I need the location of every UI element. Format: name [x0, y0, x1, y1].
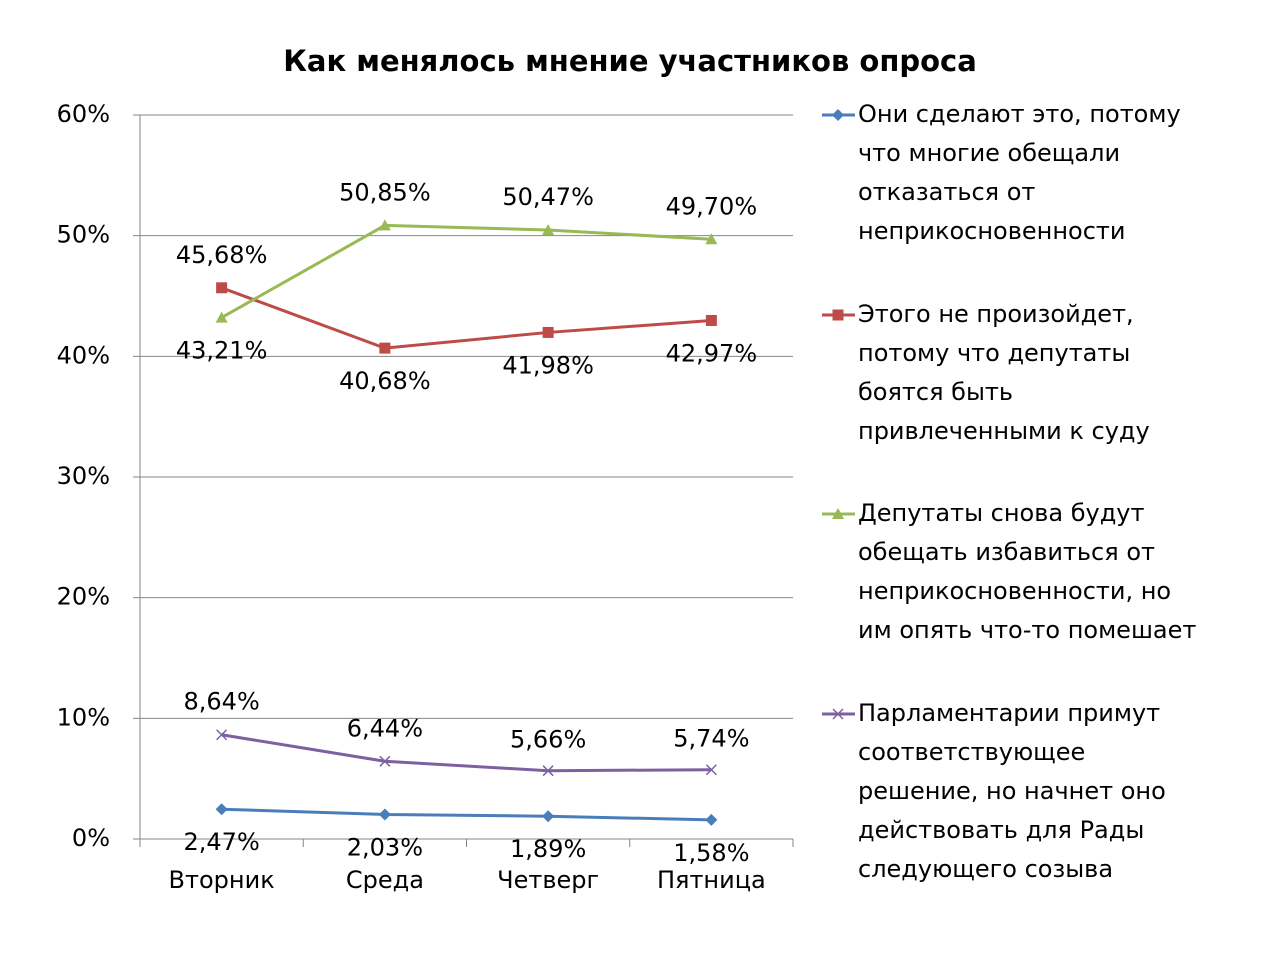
marker: [705, 314, 717, 326]
data-label: 41,98%: [502, 351, 594, 379]
data-label: 49,70%: [666, 192, 758, 220]
y-tick-label: 20%: [57, 583, 110, 611]
marker: [215, 803, 228, 816]
marker: [215, 311, 228, 323]
data-label: 6,44%: [347, 714, 423, 742]
y-tick-label: 50%: [57, 221, 110, 249]
data-label: 5,66%: [510, 726, 586, 754]
legend-label: Этого не произойдет, потому что депутаты…: [858, 300, 1150, 445]
data-label: 50,85%: [339, 178, 431, 206]
legend-marker: [832, 109, 844, 121]
chart-title: Как менялось мнение участников опроса: [283, 44, 977, 78]
series-line: [221, 733, 712, 773]
marker: [705, 813, 718, 826]
marker: [379, 755, 391, 767]
legend-marker: [832, 309, 844, 321]
legend-marker: [832, 508, 844, 519]
x-tick-label: Пятница: [657, 866, 766, 894]
y-tick-label: 10%: [57, 703, 110, 731]
y-tick-label: 40%: [57, 341, 110, 369]
data-label: 1,89%: [510, 835, 586, 863]
y-tick-label: 60%: [57, 100, 110, 128]
marker: [216, 729, 228, 741]
legend-label: Парламентарии примут соответствующее реш…: [858, 699, 1166, 883]
legend-label: Они сделают это, потому что многие обеща…: [858, 100, 1181, 245]
marker: [542, 326, 554, 338]
x-tick-label: Четверг: [497, 866, 599, 894]
marker: [705, 764, 717, 776]
marker: [542, 765, 554, 777]
marker: [378, 219, 391, 231]
y-tick-label: 30%: [57, 462, 110, 490]
marker: [216, 282, 228, 294]
data-label: 45,68%: [176, 241, 268, 269]
data-label: 8,64%: [184, 688, 260, 716]
marker: [379, 342, 391, 354]
series-line: [220, 223, 712, 319]
series-line: [221, 807, 712, 822]
x-tick-label: Вторник: [169, 866, 275, 894]
marker: [705, 233, 718, 245]
data-label: 1,58%: [673, 839, 749, 867]
data-label: 50,47%: [502, 183, 594, 211]
series-line: [221, 286, 712, 350]
data-label: 5,74%: [673, 725, 749, 753]
x-tick-label: Среда: [346, 866, 424, 894]
marker: [542, 223, 555, 235]
data-label: 43,21%: [176, 337, 268, 365]
legend-label: Депутаты снова будут обещать избавиться …: [858, 499, 1197, 644]
marker: [542, 810, 555, 823]
data-label: 2,03%: [347, 834, 423, 862]
data-label: 42,97%: [666, 339, 758, 367]
legend-marker: [832, 708, 844, 720]
data-label: 40,68%: [339, 367, 431, 395]
marker: [378, 808, 391, 821]
data-label: 2,47%: [184, 828, 260, 856]
y-tick-label: 0%: [72, 824, 110, 852]
